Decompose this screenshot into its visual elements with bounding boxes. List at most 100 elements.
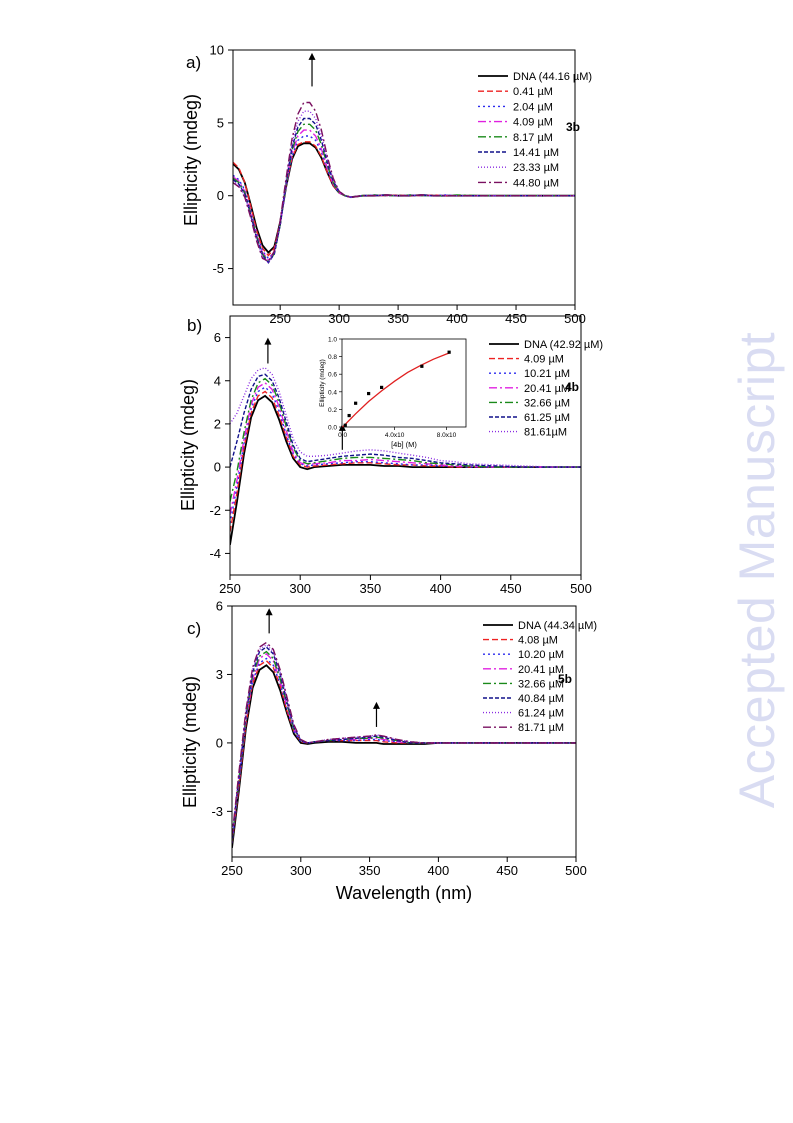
y-tick-label: 0 — [216, 735, 223, 750]
x-tick-label: 400 — [446, 311, 468, 326]
inset-y-label: Ellipticity (mdeg) — [319, 359, 326, 407]
x-tick-label: 250 — [219, 581, 241, 596]
inset-y-tick-label: 0.6 — [328, 372, 337, 379]
y-tick-label: 3 — [216, 667, 223, 682]
y-axis-label: Ellipticity (mdeg) — [178, 379, 198, 511]
y-tick-label: 10 — [210, 43, 224, 58]
inset-y-tick-label: 0.2 — [328, 407, 337, 414]
series-line-6 — [232, 646, 576, 839]
x-tick-label: 400 — [430, 581, 452, 596]
series-group — [233, 101, 575, 264]
chart-panel-2: 250 300 350 400 450 500 -4 -2 0 2 4 6 Ellipticity (m… — [178, 315, 603, 596]
x-tick-label: 450 — [505, 311, 527, 326]
x-tick-label: 450 — [500, 581, 522, 596]
inset-fit-curve — [342, 352, 450, 428]
legend-entry-1: DNA (44.16 µM) — [513, 71, 592, 83]
inset-frame — [341, 338, 467, 428]
legend-entry-4: 20.41 µM — [518, 664, 564, 676]
panel-label: b) — [187, 316, 202, 335]
y-tick-label: -2 — [209, 503, 221, 518]
panel-label: a) — [186, 53, 201, 72]
x-tick-label: 250 — [269, 311, 291, 326]
arrow-head-1 — [265, 608, 273, 616]
x-tick-label: 250 — [221, 863, 243, 878]
watermark: Accepted Manuscript — [729, 331, 785, 809]
y-tick-label: -3 — [211, 804, 223, 819]
compound-label: 3b — [566, 120, 580, 134]
inset-y-tick-label: 1.0 — [328, 337, 337, 344]
legend-entry-8: 81.71 µM — [518, 722, 564, 734]
plot-frame — [232, 49, 576, 306]
legend-entry-2: 4.09 µM — [524, 354, 564, 366]
legend-entry-7: 61.24 µM — [518, 708, 564, 720]
series-line-4 — [230, 382, 581, 515]
legend-entry-4: 4.09 µM — [513, 117, 553, 129]
inset-point-7 — [447, 350, 451, 354]
x-tick-label: 450 — [496, 863, 518, 878]
x-tick-label: 500 — [564, 311, 586, 326]
arrow-head-2 — [372, 701, 380, 709]
series-line-8 — [232, 641, 576, 837]
legend-entry-3: 10.21 µM — [524, 368, 570, 380]
series-group — [230, 367, 581, 545]
legend-entry-2: 0.41 µM — [513, 86, 553, 98]
legend: DNA (44.16 µM) 0.41 µM 2.04 µM 4.09 µM 8.17 … — [478, 71, 592, 189]
legend-entry-5: 32.66 µM — [524, 397, 570, 409]
inset-x-tick-label: 4.0x10 — [385, 432, 405, 439]
x-tick-label: 350 — [387, 311, 409, 326]
series-line-7 — [232, 643, 576, 839]
legend-entry-7: 23.33 µM — [513, 162, 559, 174]
legend-entry-8: 44.80 µM — [513, 177, 559, 189]
inset-point-2 — [347, 413, 351, 418]
y-axis-label: Ellipticity (mdeg) — [181, 94, 201, 226]
inset-point-1 — [343, 423, 347, 427]
inset-point-5 — [380, 385, 384, 389]
legend-entry-1: DNA (42.92 µM) — [524, 339, 603, 351]
legend: DNA (42.92 µM) 4.09 µM 10.21 µM 20.41 µM 32.… — [489, 339, 603, 439]
inset-x-tick-label: 8.0x10 — [437, 432, 457, 439]
x-tick-label: 500 — [565, 863, 587, 878]
inset-x-label: [4b] (M) — [391, 440, 417, 449]
inset-point-3 — [354, 401, 358, 405]
legend: DNA (44.34 µM) 4.08 µM 10.20 µM 20.41 µM 32.… — [483, 620, 597, 734]
legend-entry-3: 10.20 µM — [518, 649, 564, 661]
plot-frame — [229, 315, 582, 576]
plot-frame — [231, 605, 577, 858]
y-tick-label: 4 — [214, 373, 221, 388]
x-tick-label: 300 — [328, 311, 350, 326]
legend-entry-6: 14.41 µM — [513, 147, 559, 159]
legend-entry-5: 32.66 µM — [518, 678, 564, 690]
x-tick-label: 300 — [290, 863, 312, 878]
inset-point-4 — [367, 391, 371, 396]
y-tick-label: 2 — [214, 416, 221, 431]
series-line-8 — [233, 101, 575, 263]
x-tick-label: 350 — [360, 581, 382, 596]
series-line-5 — [230, 377, 581, 502]
legend-entry-6: 40.84 µM — [518, 693, 564, 705]
y-tick-label: 0 — [214, 460, 221, 475]
x-tick-label: 500 — [570, 581, 592, 596]
y-tick-label: 6 — [216, 599, 223, 614]
legend-entry-6: 61.25 µM — [524, 412, 570, 424]
legend-entry-4: 20.41 µM — [524, 383, 570, 395]
y-tick-label: 5 — [217, 115, 224, 130]
y-tick-label: -4 — [209, 546, 221, 561]
series-line-6 — [230, 373, 581, 468]
legend-entry-1: DNA (44.34 µM) — [518, 620, 597, 632]
legend-entry-2: 4.08 µM — [518, 635, 558, 647]
compound-label: 5b — [558, 672, 572, 686]
y-tick-label: 6 — [214, 330, 221, 345]
y-tick-label: 0 — [217, 188, 224, 203]
x-tick-label: 350 — [359, 863, 381, 878]
chart-panel-3: 250 300 350 400 450 500 -3 0 3 6 Ellipticity (mdeg… — [180, 599, 597, 904]
arrow-head-1 — [308, 52, 316, 60]
panel-label: c) — [187, 619, 201, 638]
y-axis-label: Ellipticity (mdeg) — [180, 676, 200, 808]
inset-y-tick-label: 0.0 — [328, 425, 337, 432]
inset-y-tick-label: 0.8 — [328, 354, 337, 361]
x-axis-label: Wavelength (nm) — [336, 883, 472, 903]
y-tick-label: -5 — [212, 261, 224, 276]
x-tick-label: 400 — [428, 863, 450, 878]
series-group — [232, 641, 576, 849]
